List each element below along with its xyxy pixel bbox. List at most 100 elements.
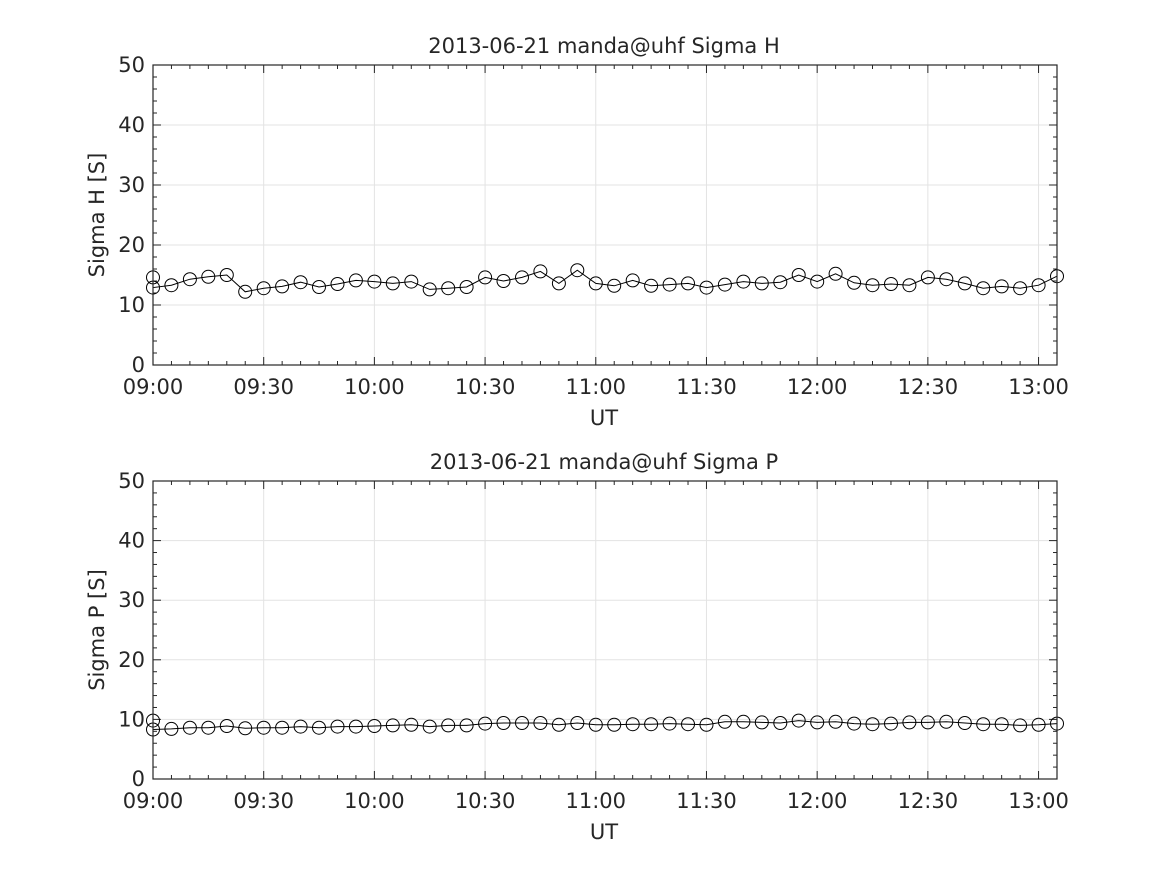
data-point bbox=[644, 278, 659, 293]
data-point bbox=[570, 263, 585, 278]
data-point bbox=[810, 715, 825, 730]
data-point bbox=[459, 280, 474, 294]
data-point bbox=[275, 279, 290, 294]
x-axis-label: UT bbox=[590, 406, 618, 430]
data-point bbox=[219, 719, 234, 733]
data-point bbox=[367, 719, 382, 733]
data-point bbox=[515, 716, 529, 730]
data-point bbox=[588, 717, 603, 732]
data-point bbox=[238, 284, 253, 299]
data-point bbox=[939, 714, 954, 729]
tick-marks bbox=[152, 64, 1058, 366]
data-point bbox=[994, 279, 1009, 294]
data-point bbox=[459, 718, 474, 733]
data-point bbox=[847, 275, 862, 290]
data-point bbox=[957, 716, 972, 730]
sigma-p-panel: 2013-06-21 manda@uhf Sigma P Sigma P [S]… bbox=[85, 450, 1069, 844]
x-tick-label: 09:30 bbox=[233, 375, 294, 399]
data-point bbox=[238, 721, 253, 736]
data-point bbox=[293, 275, 308, 290]
data-point bbox=[681, 276, 695, 291]
data-point bbox=[201, 269, 216, 284]
data-point bbox=[847, 716, 862, 731]
data-point bbox=[1013, 718, 1028, 733]
data-point bbox=[699, 717, 714, 732]
x-tick-label: 10:30 bbox=[455, 375, 516, 399]
data-point bbox=[256, 720, 271, 735]
data-point bbox=[441, 718, 456, 733]
data-point bbox=[754, 276, 769, 291]
x-tick-label: 11:00 bbox=[566, 789, 627, 813]
data-point bbox=[385, 718, 400, 733]
data-point bbox=[533, 264, 548, 279]
y-tick-label: 30 bbox=[118, 588, 145, 612]
y-tick-label: 10 bbox=[118, 293, 145, 317]
data-point bbox=[1031, 278, 1046, 293]
data-point bbox=[551, 717, 566, 732]
data-point bbox=[791, 268, 806, 282]
x-tick-label: 10:00 bbox=[344, 375, 405, 399]
data-point bbox=[699, 280, 714, 295]
y-tick-label: 0 bbox=[132, 353, 145, 377]
tick-marks bbox=[152, 480, 1058, 780]
data-point bbox=[754, 715, 769, 730]
x-axis-label: UT bbox=[590, 820, 618, 844]
x-tick-label: 09:00 bbox=[123, 375, 184, 399]
data-point bbox=[441, 281, 456, 296]
x-tick-label: 13:00 bbox=[1008, 789, 1069, 813]
x-tick-label: 12:00 bbox=[787, 375, 848, 399]
data-point bbox=[293, 719, 308, 734]
data-point bbox=[939, 272, 954, 287]
y-tick-label: 50 bbox=[118, 53, 145, 77]
data-point bbox=[164, 278, 179, 293]
data-point bbox=[256, 281, 271, 296]
data-point bbox=[478, 716, 493, 731]
data-point bbox=[607, 717, 622, 732]
plot-frame bbox=[152, 64, 1058, 366]
data-series bbox=[146, 713, 1064, 737]
data-point bbox=[422, 282, 437, 297]
data-point bbox=[865, 717, 880, 732]
y-tick-label: 20 bbox=[118, 233, 145, 257]
data-point bbox=[348, 273, 363, 288]
data-point bbox=[865, 278, 880, 293]
data-point bbox=[385, 276, 400, 291]
data-point bbox=[976, 717, 991, 732]
data-point bbox=[662, 716, 677, 731]
y-tick-label: 30 bbox=[118, 173, 145, 197]
x-tick-label: 12:00 bbox=[787, 789, 848, 813]
data-point bbox=[182, 272, 197, 287]
data-point bbox=[884, 716, 898, 731]
x-tick-labels: 09:00 09:30 10:00 10:30 11:00 11:30 12:00 12:30… bbox=[123, 789, 1069, 813]
data-point bbox=[404, 274, 419, 289]
data-point bbox=[920, 715, 935, 730]
x-tick-labels: 09:00 09:30 10:00 10:30 11:00 11:30 12:00 12:30… bbox=[123, 375, 1069, 399]
x-tick-label: 09:00 bbox=[123, 789, 184, 813]
data-point bbox=[828, 266, 843, 281]
grid-lines bbox=[152, 64, 1057, 366]
data-point bbox=[164, 721, 179, 736]
data-point bbox=[607, 278, 622, 293]
data-point bbox=[828, 714, 843, 729]
data-point bbox=[902, 278, 917, 293]
y-tick-label: 10 bbox=[118, 707, 145, 731]
y-axis-label: Sigma P [S] bbox=[85, 569, 109, 691]
data-point bbox=[791, 713, 806, 728]
y-tick-label: 40 bbox=[118, 113, 145, 137]
y-tick-labels: 0 10 20 30 40 50 bbox=[118, 53, 145, 377]
data-point bbox=[773, 716, 788, 730]
x-tick-label: 11:00 bbox=[566, 375, 627, 399]
data-point bbox=[551, 276, 566, 291]
data-point bbox=[644, 717, 659, 732]
x-tick-label: 12:30 bbox=[898, 375, 959, 399]
data-point bbox=[496, 716, 511, 730]
data-point bbox=[330, 277, 345, 291]
data-point bbox=[367, 274, 382, 289]
data-point bbox=[496, 274, 511, 288]
data-point bbox=[736, 274, 751, 289]
data-point bbox=[348, 719, 363, 734]
x-tick-label: 09:30 bbox=[233, 789, 294, 813]
plot-frame bbox=[152, 480, 1058, 780]
chart-title: 2013-06-21 manda@uhf Sigma P bbox=[430, 450, 778, 474]
